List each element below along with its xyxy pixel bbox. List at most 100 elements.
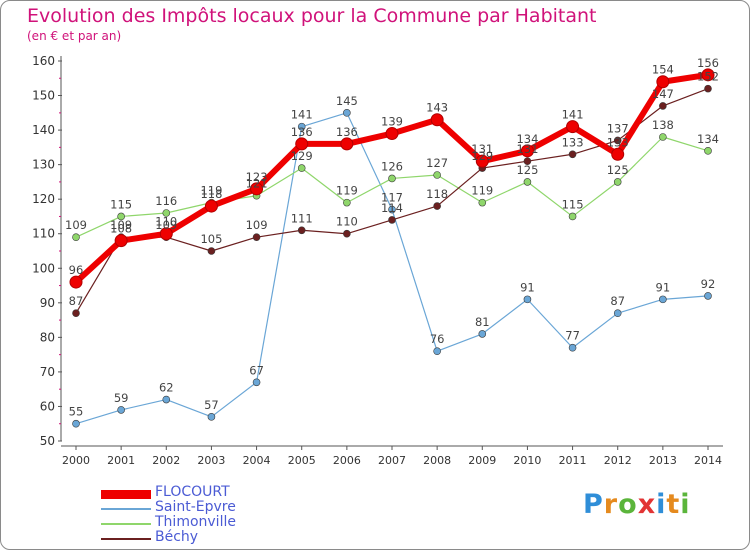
data-label: 109 (155, 218, 177, 232)
data-label: 138 (652, 118, 674, 132)
y-tick-label: 140 (32, 123, 55, 137)
x-tick-label: 2012 (604, 454, 632, 467)
data-label: 131 (516, 142, 538, 156)
data-label: 87 (610, 294, 625, 308)
x-tick-label: 2010 (513, 454, 541, 467)
data-label: 133 (607, 135, 629, 149)
data-point (433, 171, 441, 179)
data-point (613, 136, 622, 145)
legend-swatch (101, 523, 151, 525)
data-label: 134 (697, 132, 719, 146)
data-label: 156 (697, 56, 719, 70)
data-label: 141 (291, 108, 313, 122)
data-label: 154 (652, 63, 674, 77)
legend-label: Thimonville (155, 514, 236, 530)
data-label: 59 (114, 391, 129, 405)
y-tick-label: 80 (40, 330, 55, 344)
data-point (385, 127, 399, 141)
data-label: 109 (110, 218, 132, 232)
data-point (204, 199, 218, 213)
data-point (252, 378, 261, 387)
legend-item: Thimonville (101, 514, 321, 532)
data-label: 125 (516, 163, 538, 177)
data-label: 116 (155, 194, 177, 208)
data-label: 125 (607, 163, 629, 177)
data-point (478, 198, 487, 207)
x-tick-label: 2005 (288, 454, 316, 467)
data-label: 134 (516, 132, 538, 146)
data-point (656, 75, 670, 89)
data-point (297, 164, 306, 172)
data-point (659, 133, 667, 141)
data-point (343, 229, 351, 238)
data-point (566, 120, 580, 134)
logo-letter: i (680, 489, 691, 520)
data-point (704, 147, 712, 155)
data-point (523, 157, 532, 165)
data-point (430, 113, 444, 127)
data-point (343, 109, 351, 117)
x-tick-label: 2008 (423, 454, 451, 467)
logo-letter: r (603, 489, 619, 520)
data-label: 87 (69, 294, 84, 308)
data-label: 92 (701, 277, 716, 291)
data-label: 115 (562, 197, 584, 211)
data-point (433, 202, 441, 210)
data-label: 129 (471, 149, 493, 163)
data-label: 123 (246, 170, 268, 184)
logo-letter: x (637, 489, 657, 520)
x-tick-label: 2001 (107, 454, 135, 467)
y-tick-label: 90 (40, 296, 55, 310)
data-label: 67 (249, 363, 264, 377)
data-label: 77 (565, 329, 580, 343)
data-label: 133 (562, 135, 584, 149)
legend-swatch (101, 508, 151, 510)
data-point (117, 212, 125, 221)
data-label: 114 (381, 201, 403, 215)
data-point (388, 216, 396, 224)
data-label: 139 (381, 115, 403, 129)
data-label: 118 (426, 187, 448, 201)
data-label: 121 (246, 177, 268, 191)
data-point (72, 233, 80, 241)
chart-title: Evolution des Impôts locaux pour la Comm… (27, 5, 597, 27)
data-label: 91 (656, 280, 671, 294)
x-tick-label: 2006 (333, 454, 361, 467)
x-tick-label: 2013 (649, 454, 677, 467)
data-point (117, 406, 125, 414)
data-label: 115 (110, 197, 132, 211)
data-label: 136 (291, 125, 313, 139)
data-point (478, 330, 487, 338)
data-point (433, 347, 441, 355)
data-point (568, 150, 577, 159)
y-tick-label: 120 (32, 192, 55, 206)
x-tick-label: 2014 (694, 454, 722, 467)
data-label: 119 (471, 184, 493, 198)
y-tick-label: 50 (40, 434, 55, 448)
data-point (72, 309, 80, 317)
data-label: 81 (475, 315, 490, 329)
data-point (659, 295, 667, 304)
data-label: 76 (430, 332, 445, 346)
y-tick-label: 70 (40, 365, 55, 379)
legend-label: FLOCOURT (155, 484, 230, 500)
data-label: 117 (381, 191, 403, 205)
legend-swatch (101, 538, 151, 540)
y-tick-label: 60 (40, 399, 55, 413)
data-point (252, 233, 261, 241)
data-label: 143 (426, 101, 448, 115)
x-tick-label: 2003 (197, 454, 225, 467)
data-point (207, 413, 216, 421)
data-label: 91 (520, 280, 535, 294)
data-point (162, 395, 171, 404)
data-point (162, 209, 171, 217)
data-point (613, 178, 622, 186)
data-label: 131 (471, 142, 493, 156)
data-label: 96 (69, 263, 84, 277)
data-point (388, 174, 396, 183)
data-point (343, 198, 351, 207)
data-point (613, 309, 622, 317)
logo-letter: t (666, 489, 681, 520)
data-point (704, 84, 712, 93)
data-label: 118 (200, 187, 222, 201)
